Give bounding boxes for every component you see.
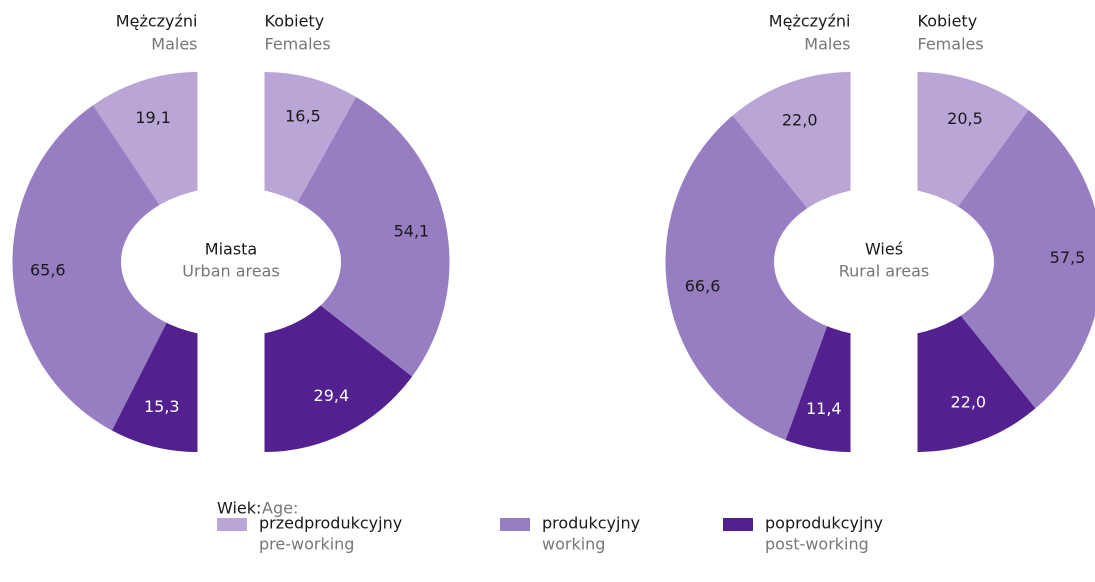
center-subtitle: Rural areas	[839, 262, 929, 281]
half-title: Mężczyźni	[116, 12, 198, 31]
value-label: 16,5	[285, 107, 321, 126]
legend-label-en: post-working	[765, 535, 869, 554]
half-title-en: Males	[804, 35, 850, 54]
donut-hole	[121, 187, 341, 337]
center-title: Wieś	[865, 240, 903, 259]
legend-label: przedprodukcyjny	[259, 514, 402, 533]
legend-swatch	[500, 518, 530, 531]
legend-label: produkcyjny	[542, 514, 640, 533]
value-label: 15,3	[144, 397, 180, 416]
donut-segment	[264, 96, 450, 377]
half-title: Kobiety	[918, 12, 978, 31]
half-title-en: Females	[918, 35, 984, 54]
legend-swatch	[217, 518, 247, 531]
half-title: Mężczyźni	[769, 12, 851, 31]
value-label: 19,1	[135, 108, 171, 127]
value-label: 54,1	[394, 221, 430, 240]
legend-label: poprodukcyjny	[765, 514, 883, 533]
legend-title-en: Age:	[262, 499, 298, 518]
center-subtitle: Urban areas	[182, 262, 280, 281]
value-label: 65,6	[30, 260, 66, 279]
legend-label-en: working	[542, 535, 605, 554]
legend-title: Wiek:	[217, 499, 261, 518]
value-label: 22,0	[782, 110, 818, 129]
value-label: 20,5	[947, 109, 983, 128]
value-label: 29,4	[314, 386, 350, 405]
half-title: Kobiety	[265, 12, 325, 31]
donut-segment	[12, 105, 198, 431]
value-label: 57,5	[1050, 248, 1086, 267]
value-label: 22,0	[950, 393, 986, 412]
half-title-en: Females	[265, 35, 331, 54]
value-label: 66,6	[685, 276, 721, 295]
donut-hole	[774, 187, 994, 337]
half-title-en: Males	[151, 35, 197, 54]
legend-label-en: pre-working	[259, 535, 354, 554]
donut-segment	[665, 115, 851, 440]
donut-segment	[917, 110, 1095, 409]
center-title: Miasta	[205, 240, 257, 259]
legend-swatch	[723, 518, 753, 531]
value-label: 11,4	[806, 399, 842, 418]
